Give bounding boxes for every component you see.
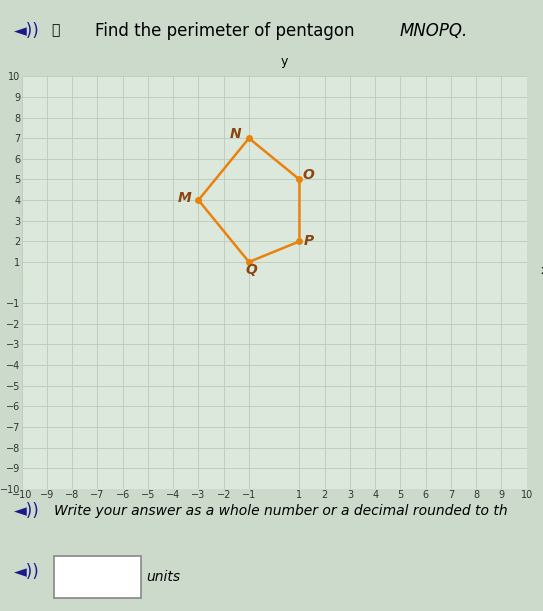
Text: N: N (229, 127, 241, 141)
Text: M: M (178, 191, 192, 205)
Text: MNOPQ.: MNOPQ. (399, 21, 468, 40)
Text: ◄)): ◄)) (14, 21, 39, 40)
Text: Q: Q (245, 263, 257, 277)
Text: y: y (281, 56, 288, 68)
Text: ◄)): ◄)) (14, 502, 39, 520)
Text: units: units (147, 570, 181, 584)
Text: O: O (302, 169, 314, 182)
FancyBboxPatch shape (54, 556, 141, 598)
Text: P: P (303, 235, 313, 248)
Text: x: x (541, 265, 543, 277)
Text: ◄)): ◄)) (14, 563, 39, 581)
Text: Write your answer as a whole number or a decimal rounded to th: Write your answer as a whole number or a… (54, 504, 508, 518)
Text: 📖: 📖 (52, 24, 60, 37)
Text: Find the perimeter of pentagon: Find the perimeter of pentagon (95, 21, 360, 40)
